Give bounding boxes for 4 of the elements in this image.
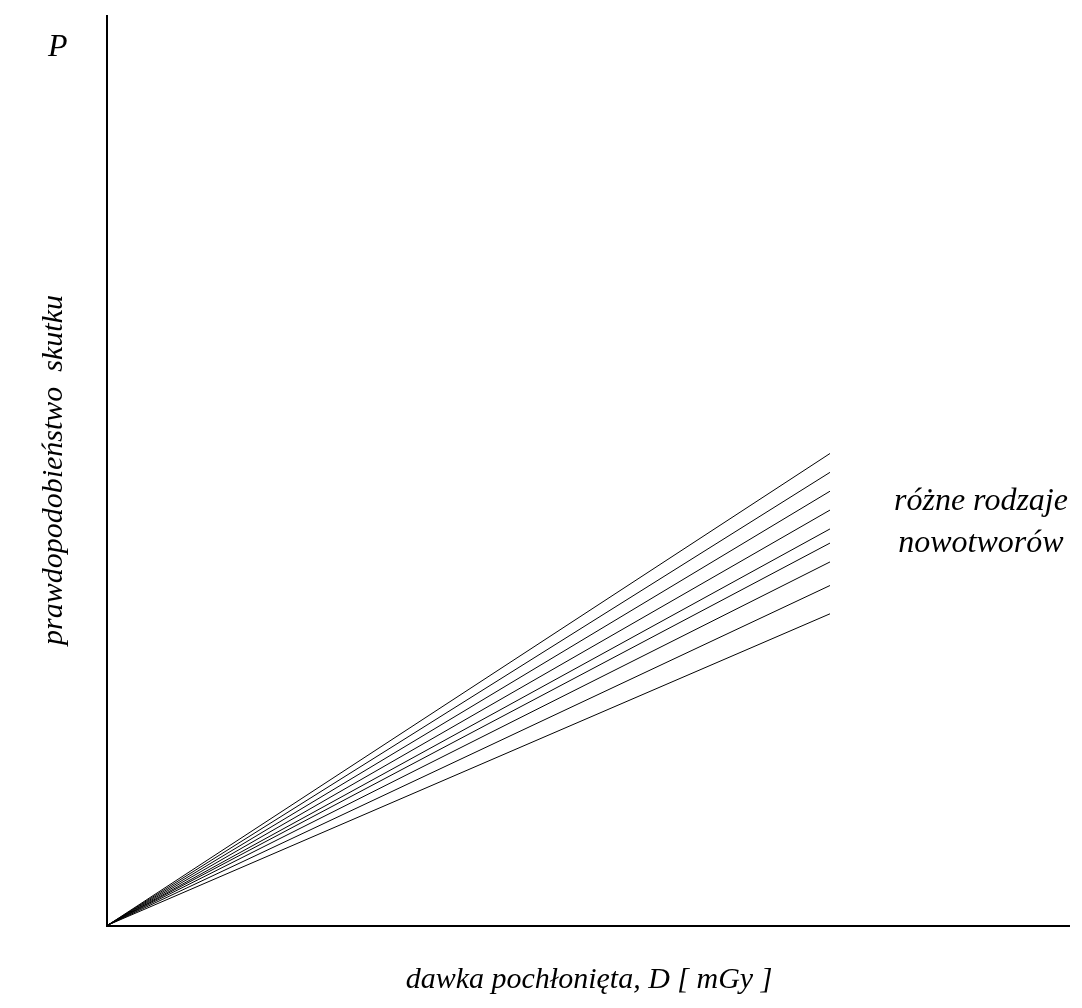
text: P [47, 27, 68, 63]
annotation: różne rodzaje nowotworów [894, 481, 1068, 559]
y-axis-title: prawdopodobieństwo skutku [34, 295, 68, 647]
x-axis-title: dawka pochłonięta, D [ mGy ] [405, 960, 773, 994]
